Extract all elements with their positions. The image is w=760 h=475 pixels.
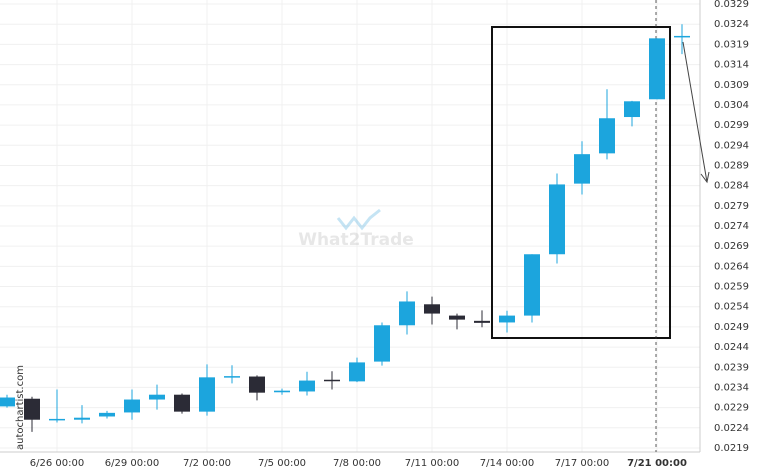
candle-body (449, 315, 465, 320)
y-tick-label: 0.0299 (714, 120, 749, 131)
candle-body (224, 376, 240, 378)
y-tick-label: 0.0329 (714, 0, 749, 10)
candle-body (99, 412, 115, 417)
source-label: autochartist.com (15, 365, 26, 450)
y-tick-label: 0.0314 (714, 60, 749, 71)
candle-body (399, 301, 415, 326)
x-tick-label: 7/17 00:00 (555, 458, 609, 469)
y-tick-label: 0.0289 (714, 160, 749, 171)
candle-body (424, 304, 440, 314)
candle-body (24, 398, 40, 420)
candle-body (324, 379, 340, 382)
y-tick-label: 0.0279 (714, 201, 749, 212)
y-tick-label: 0.0294 (714, 140, 749, 151)
y-tick-label: 0.0324 (714, 19, 749, 30)
x-tick-label: 7/5 00:00 (258, 458, 306, 469)
y-tick-label: 0.0254 (714, 302, 749, 313)
candle-body (649, 38, 665, 100)
y-tick-label: 0.0309 (714, 80, 749, 91)
candle-body (299, 380, 315, 392)
x-tick-label: 6/29 00:00 (105, 458, 159, 469)
x-tick-label: 7/14 00:00 (480, 458, 534, 469)
x-tick-label: 7/8 00:00 (333, 458, 381, 469)
candle-body (674, 35, 690, 38)
candle-body (524, 254, 540, 316)
y-tick-label: 0.0269 (714, 241, 749, 252)
candle-body (74, 417, 90, 420)
candle-body (549, 184, 565, 255)
y-tick-label: 0.0319 (714, 39, 749, 50)
y-tick-label: 0.0219 (714, 443, 749, 454)
y-tick-label: 0.0234 (714, 382, 749, 393)
y-tick-label: 0.0284 (714, 181, 749, 192)
y-tick-label: 0.0259 (714, 282, 749, 293)
x-tick-label: 7/11 00:00 (405, 458, 459, 469)
x-tick-label: 7/21 00:00 (627, 458, 687, 469)
y-tick-label: 0.0244 (714, 342, 749, 353)
y-tick-label: 0.0229 (714, 403, 749, 414)
candle-body (199, 377, 215, 412)
y-tick-label: 0.0224 (714, 423, 749, 434)
candle-body (474, 320, 490, 323)
y-tick-label: 0.0239 (714, 362, 749, 373)
candle-body (624, 101, 640, 118)
y-tick-label: 0.0264 (714, 261, 749, 272)
candle-body (374, 325, 390, 362)
candle-body (499, 315, 515, 323)
candle-body (349, 362, 365, 382)
forecast-arrow (682, 41, 708, 183)
candle-body (574, 154, 590, 184)
y-tick-label: 0.0249 (714, 322, 749, 333)
candle-body (249, 376, 265, 393)
y-tick-label: 0.0274 (714, 221, 749, 232)
x-tick-label: 7/2 00:00 (183, 458, 231, 469)
candle-body (0, 397, 15, 407)
candle-body (49, 418, 65, 421)
watermark: What2Trade (298, 230, 414, 250)
forecast-arrow-head (700, 171, 710, 184)
x-tick-label: 6/26 00:00 (30, 458, 84, 469)
candle-body (599, 118, 615, 154)
y-tick-label: 0.0304 (714, 100, 749, 111)
watermark-logo: What2Trade (298, 208, 414, 250)
pattern-box (491, 26, 671, 339)
candle-body (149, 394, 165, 400)
candle-body (124, 399, 140, 413)
candle-body (274, 390, 290, 393)
candle-body (174, 394, 190, 412)
